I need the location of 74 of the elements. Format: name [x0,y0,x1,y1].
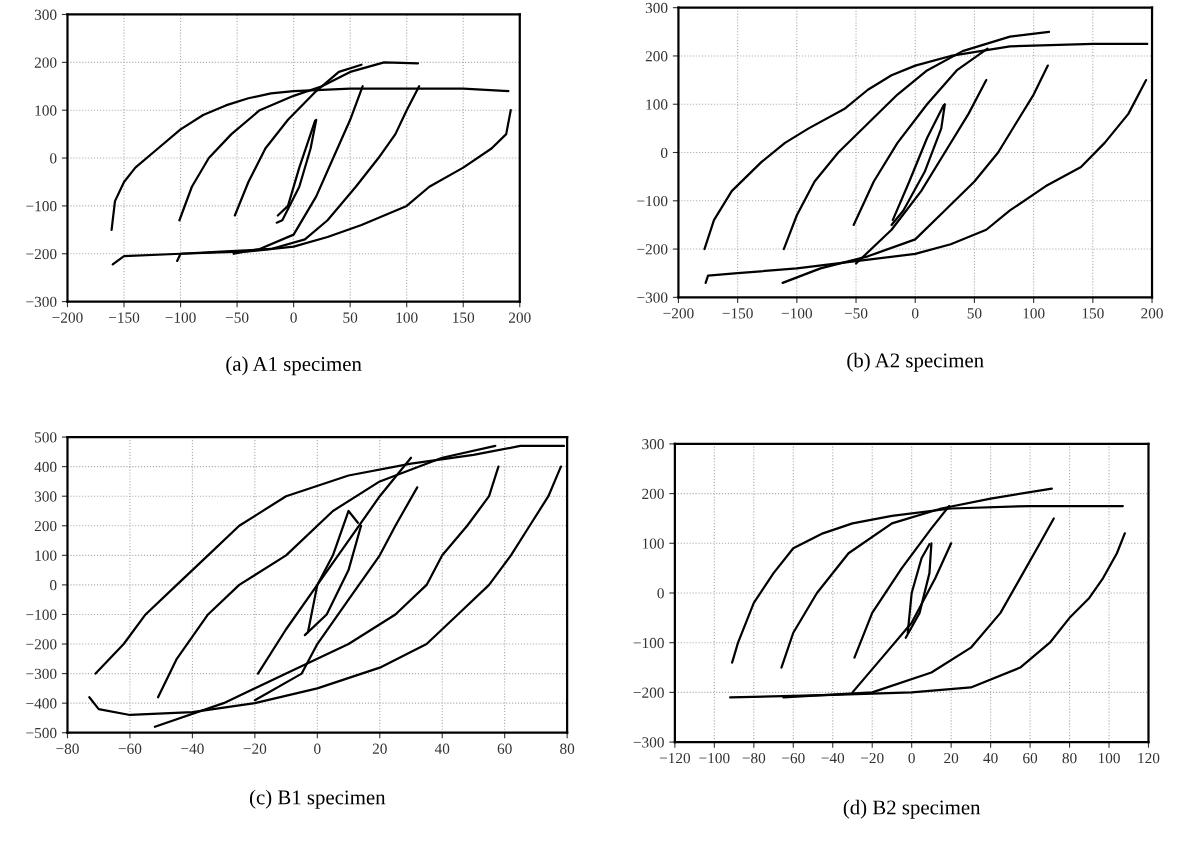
y-tick-label: 200 [645,51,668,62]
y-tick-label: 0 [50,153,57,164]
x-tick-label: 60 [1023,752,1038,764]
x-tick-label: −40 [821,752,845,764]
y-tick-label: −200 [637,244,668,255]
x-tick-label: −100 [165,312,196,323]
x-tick-label: 0 [290,312,297,323]
x-tick-label: 100 [396,312,418,323]
x-tick-label: −120 [659,752,691,764]
y-tick-label: 200 [642,488,664,500]
x-tick-label: 0 [314,743,321,754]
y-tick-label: 100 [642,538,664,549]
x-tick-label: 40 [434,743,450,754]
y-tick-label: −300 [26,668,57,680]
text: (d) B2 specimen [843,799,981,819]
x-tick-label: −100 [699,752,730,764]
x-tick-label: 150 [1082,308,1104,319]
x-tick-label: 120 [1138,752,1160,764]
x-tick-label: −60 [782,752,805,764]
x-tick-label: 80 [560,743,575,754]
x-tick-label: 50 [343,312,358,323]
x-tick-label: −20 [243,743,267,754]
x-tick-label: −40 [181,743,204,754]
y-tick-label: −200 [633,687,664,698]
y-tick-label: −100 [26,609,57,620]
x-tick-label: −60 [118,743,142,754]
y-tick-label: −200 [26,248,57,260]
x-tick-label: 60 [497,743,512,754]
y-tick-label: 100 [35,550,57,561]
text: (c) B1 specimen [249,789,386,809]
x-tick-label: 100 [1023,308,1045,319]
x-tick-label: 0 [912,308,919,319]
x-tick-label: 200 [508,312,531,323]
x-tick-label: −50 [844,308,868,319]
x-tick-label: −20 [861,752,884,764]
text: (b) A2 specimen [847,352,984,372]
y-tick-label: 0 [657,588,664,599]
x-tick-label: 150 [453,312,475,323]
x-tick-label: −80 [56,743,79,754]
y-tick-label: −100 [637,195,668,207]
y-tick-label: 200 [34,520,57,532]
x-tick-label: 40 [983,752,998,764]
y-tick-label: 300 [34,491,57,502]
x-tick-label: 50 [967,308,982,319]
x-tick-label: 20 [372,743,387,754]
x-tick-label: −150 [722,308,753,319]
y-tick-label: −400 [26,698,57,709]
y-tick-label: 200 [34,57,57,68]
y-tick-label: −100 [633,637,664,649]
y-tick-label: 300 [642,439,664,450]
y-tick-label: 0 [50,580,57,591]
y-tick-label: 300 [645,2,668,14]
y-tick-label: 100 [646,99,668,110]
x-tick-label: −80 [742,752,766,764]
x-tick-label: 20 [944,752,959,764]
y-tick-label: −100 [26,201,57,212]
y-tick-label: −300 [26,296,57,308]
x-tick-label: 80 [1062,752,1077,764]
y-tick-label: 300 [34,9,57,20]
x-tick-label: 200 [1141,308,1163,319]
x-tick-label: −100 [781,308,813,319]
y-tick-label: 500 [35,432,57,443]
x-tick-label: −50 [225,312,249,323]
y-tick-label: −300 [633,737,664,748]
y-tick-label: −300 [637,292,668,303]
text: (a) A1 specimen [226,356,362,376]
y-tick-label: 100 [35,105,57,116]
y-tick-label: 0 [660,147,668,158]
x-tick-label: 0 [908,752,915,764]
x-tick-label: −150 [109,312,140,323]
y-tick-label: 400 [34,461,57,473]
y-tick-label: −500 [26,727,57,739]
x-tick-label: 100 [1098,752,1120,764]
y-tick-label: −200 [26,639,57,650]
